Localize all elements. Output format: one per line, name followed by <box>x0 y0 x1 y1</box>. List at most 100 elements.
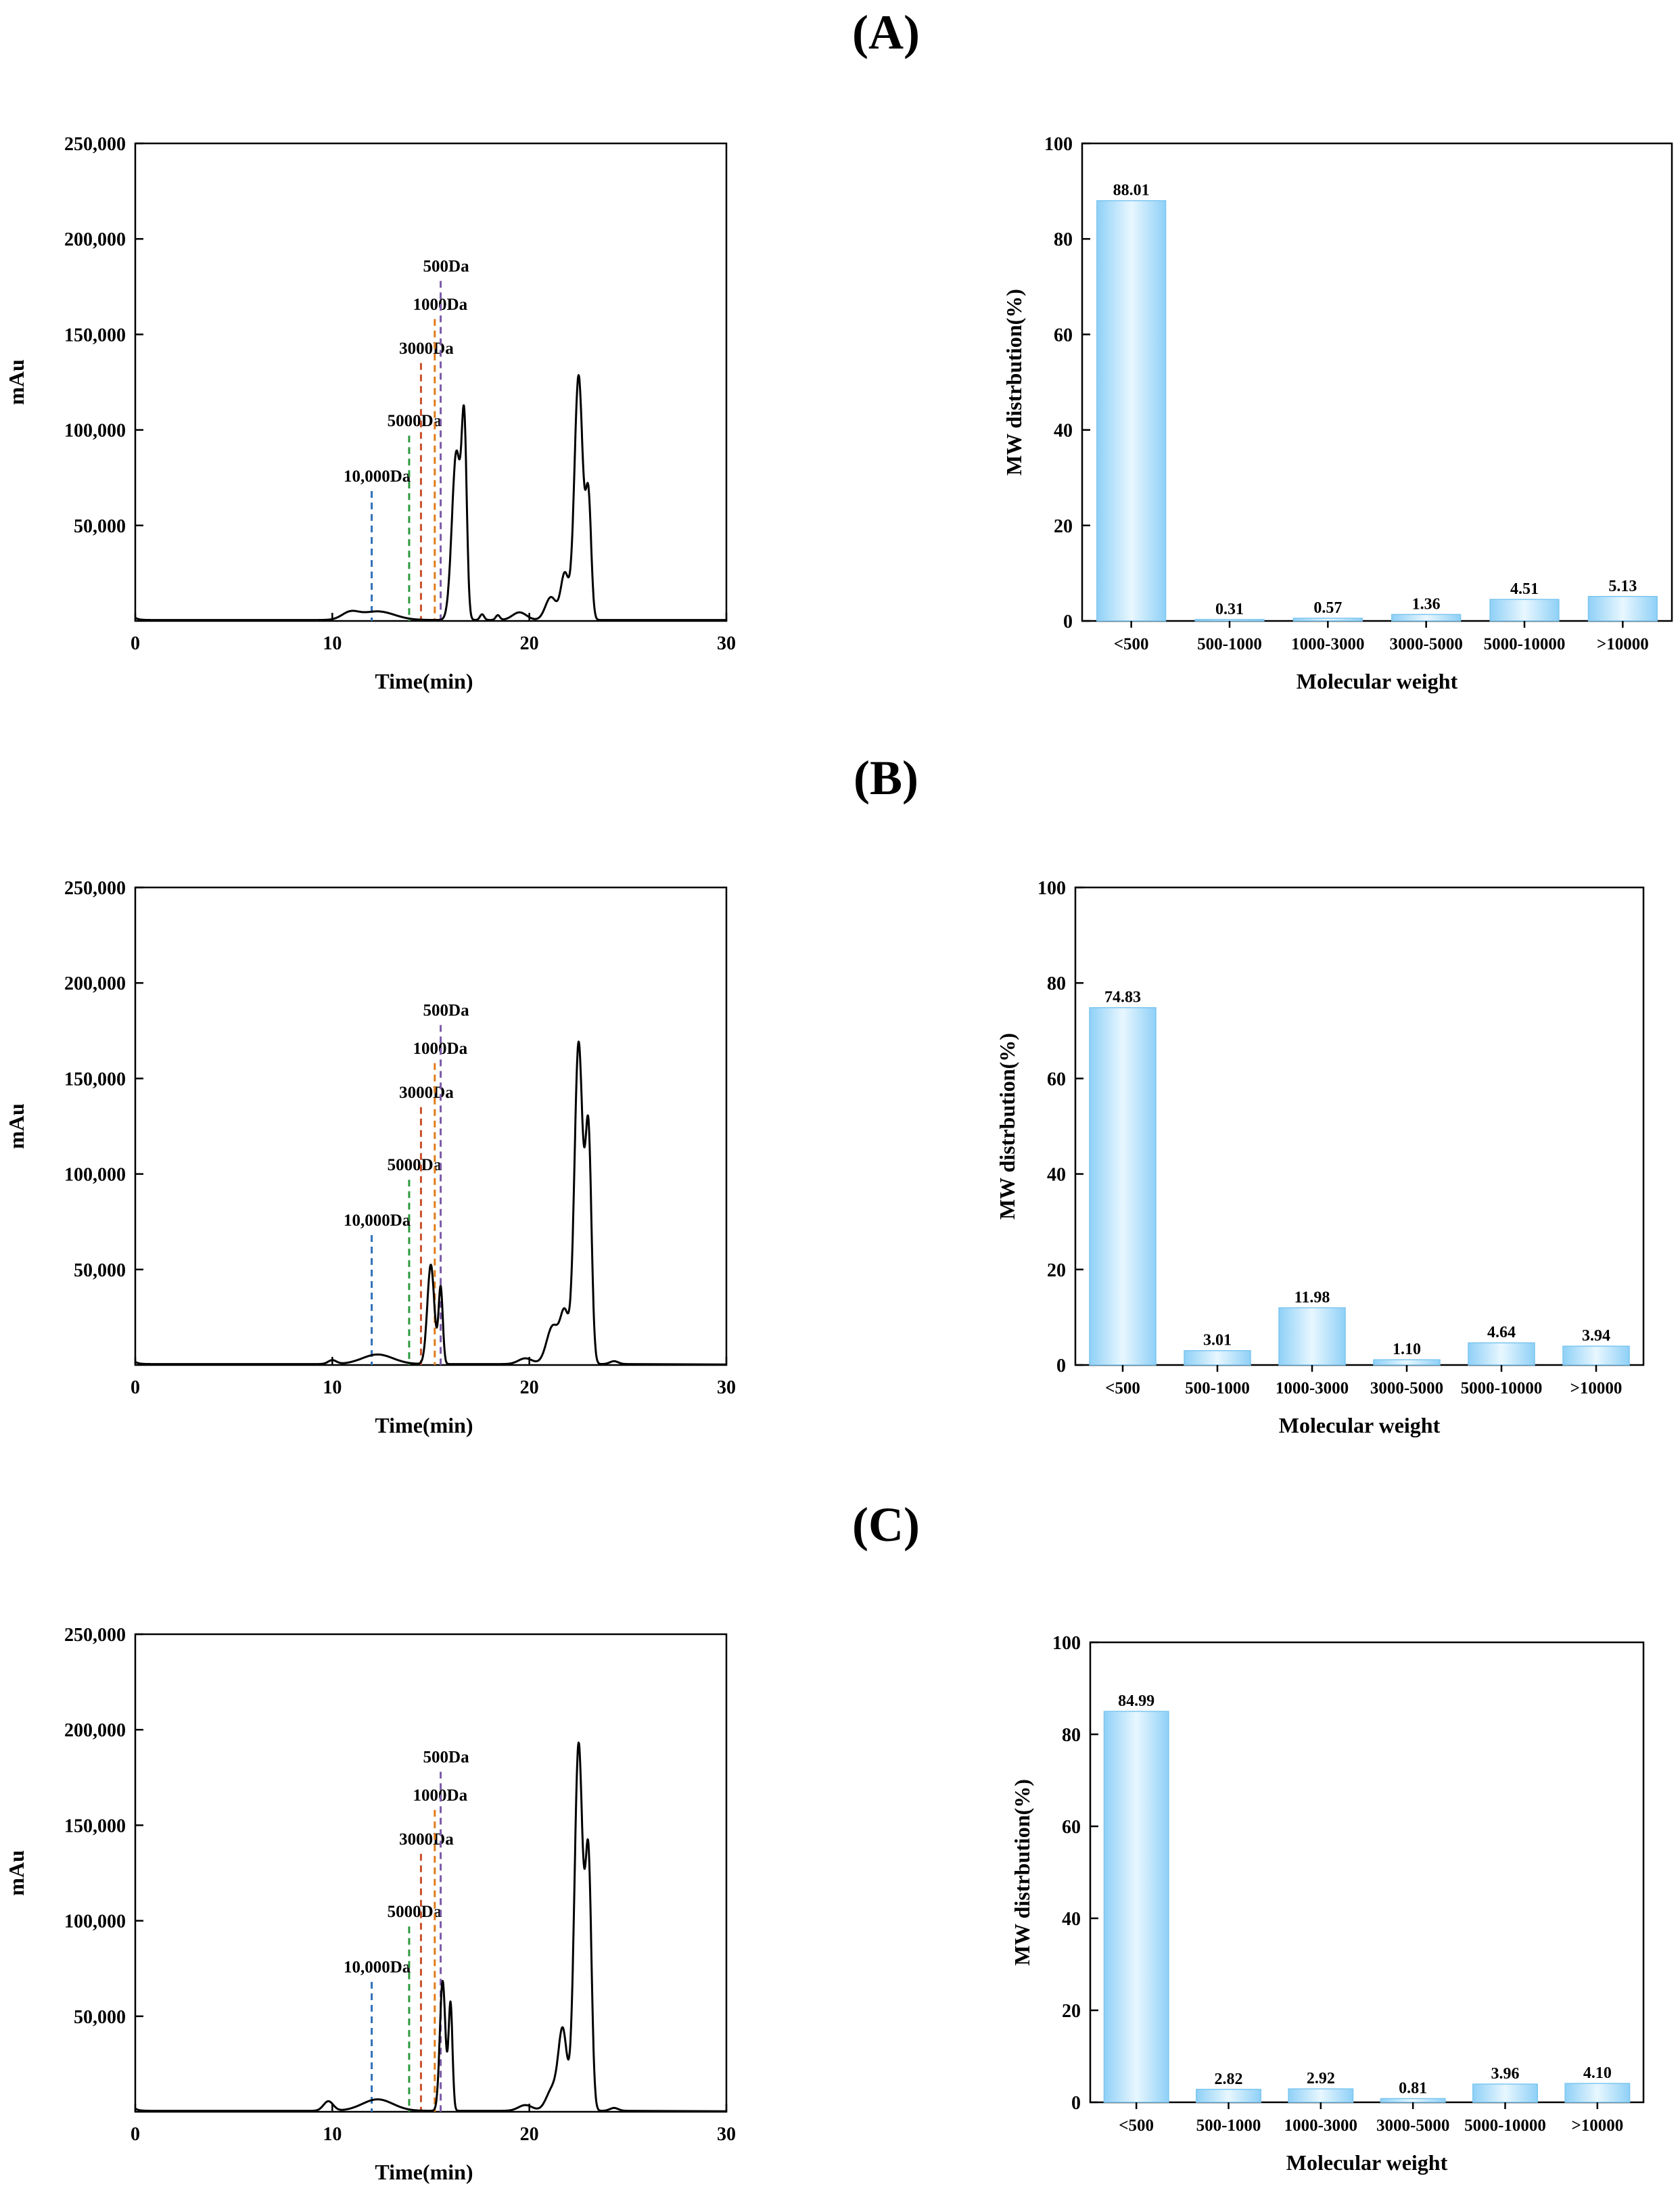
x-tick-label: 20 <box>520 633 539 654</box>
category-label: 3000-5000 <box>1390 635 1463 653</box>
mw-marker-label: 10,000Da <box>344 1958 411 1976</box>
plot-frame <box>134 1633 728 2113</box>
x-tick-label: 30 <box>717 633 736 654</box>
mw-marker-label: 10,000Da <box>344 467 411 486</box>
bar-value-label: 88.01 <box>1113 182 1150 200</box>
x-tick-label: 30 <box>717 1377 736 1398</box>
y-tick-label: 100,000 <box>64 1912 126 1933</box>
category-label: <500 <box>1119 2117 1154 2135</box>
category-label: 5000-10000 <box>1461 1379 1543 1397</box>
x-tick-label: 30 <box>717 2124 736 2145</box>
category-label: >10000 <box>1597 635 1649 653</box>
x-tick-label: 10 <box>323 633 342 654</box>
bar <box>1472 2083 1538 2103</box>
bar <box>1564 2083 1631 2103</box>
mw-marker-label: 500Da <box>423 1001 470 1019</box>
y-tick-label: 60 <box>1047 1069 1066 1090</box>
chromatogram-trace <box>135 1040 727 1366</box>
y-axis-title: MW distrbution(%) <box>1010 1779 1034 1966</box>
bar-value-label: 0.57 <box>1313 599 1342 617</box>
x-axis-title: Molecular weight <box>1286 2150 1448 2175</box>
mw-marker-label: 500Da <box>423 1748 470 1766</box>
mw-marker-label: 5000Da <box>388 1156 442 1174</box>
y-tick-label: 200,000 <box>64 1720 126 1741</box>
bar-value-label: 4.51 <box>1510 580 1539 598</box>
panel-label-b: (B) <box>854 751 918 805</box>
plot-frame <box>134 142 728 622</box>
category-label: 500-1000 <box>1185 1379 1250 1397</box>
category-label: <500 <box>1114 635 1149 653</box>
x-tick-label: 0 <box>131 633 140 654</box>
panel-label-c: (C) <box>852 1498 920 1552</box>
y-tick-label: 20 <box>1054 516 1073 537</box>
bar-value-label: 3.01 <box>1203 1332 1232 1349</box>
bar <box>1089 1007 1157 1366</box>
y-tick-label: 200,000 <box>64 973 126 994</box>
bar-value-label: 4.64 <box>1487 1324 1516 1341</box>
bar-value-label: 3.94 <box>1582 1327 1610 1345</box>
bar-value-label: 3.96 <box>1491 2065 1520 2083</box>
category-label: 500-1000 <box>1196 2117 1261 2135</box>
x-axis-title: Molecular weight <box>1297 669 1458 693</box>
chromatogram-c: 50,000 100,000 150,000 200,000 250,000 0 10 20 3… <box>4 1625 736 2184</box>
y-tick-label: 0 <box>1063 611 1073 632</box>
bar-value-label: 11.98 <box>1294 1289 1330 1306</box>
x-tick-label: 0 <box>131 1377 140 1398</box>
y-axis-title: mAu <box>4 1103 28 1149</box>
y-tick-label: 50,000 <box>74 1260 126 1281</box>
x-tick-label: 20 <box>520 1377 539 1398</box>
bar <box>1096 200 1167 622</box>
plot-frame <box>134 886 728 1366</box>
bar <box>1194 619 1265 622</box>
panel-label-a: (A) <box>852 5 920 60</box>
category-label: 3000-5000 <box>1370 1379 1443 1397</box>
x-axis-title: Time(min) <box>375 669 473 693</box>
y-tick-label: 150,000 <box>64 1816 126 1836</box>
y-tick-label: 80 <box>1047 973 1066 994</box>
y-axis-title: MW distrbution(%) <box>1002 289 1026 476</box>
y-axis-title: MW distrbution(%) <box>995 1033 1019 1220</box>
mw-marker-label: 5000Da <box>388 1903 442 1921</box>
x-tick-label: 10 <box>323 2124 342 2145</box>
y-tick-label: 40 <box>1062 1909 1081 1930</box>
bar <box>1196 2089 1261 2103</box>
bar <box>1468 1342 1535 1366</box>
y-tick-label: 50,000 <box>74 2007 126 2028</box>
bar-value-label: 2.82 <box>1215 2071 1243 2088</box>
bar-value-label: 4.10 <box>1583 2064 1612 2082</box>
y-tick-label: 250,000 <box>64 1625 126 1646</box>
bar-value-label: 1.10 <box>1393 1341 1421 1358</box>
category-label: >10000 <box>1570 1379 1623 1397</box>
y-tick-label: 0 <box>1056 1356 1066 1377</box>
bar-value-label: 2.92 <box>1307 2070 1335 2087</box>
category-label: 5000-10000 <box>1484 635 1566 653</box>
distribution-chart-b: 0 20 40 60 80 100 74.83 <500 3.01 500-1000 11.98 10… <box>995 878 1645 1437</box>
y-tick-label: 40 <box>1047 1165 1066 1186</box>
chromatogram-trace <box>135 374 728 622</box>
plot-frame <box>1089 1641 1645 2104</box>
category-label: >10000 <box>1571 2117 1623 2135</box>
chromatogram-trace <box>135 1741 727 2112</box>
x-axis-title: Molecular weight <box>1279 1413 1441 1437</box>
bar <box>1278 1307 1346 1366</box>
category-label: 1000-3000 <box>1276 1379 1349 1397</box>
bar <box>1489 599 1560 622</box>
y-tick-label: 50,000 <box>74 516 126 537</box>
category-label: 3000-5000 <box>1376 2117 1449 2135</box>
bar <box>1292 618 1363 622</box>
bar-value-label: 0.31 <box>1215 601 1244 618</box>
x-tick-label: 20 <box>520 2124 539 2145</box>
mw-marker-label: 3000Da <box>399 1084 454 1102</box>
y-tick-label: 100 <box>1052 1633 1081 1654</box>
y-tick-label: 200,000 <box>64 229 126 250</box>
chromatogram-a: 50,000 100,000 150,000 200,000 250,000 0 10 20 3… <box>4 134 736 693</box>
category-label: <500 <box>1105 1379 1140 1397</box>
plot-frame <box>1081 142 1673 622</box>
bar-value-label: 74.83 <box>1104 989 1141 1007</box>
mw-marker-label: 5000Da <box>388 412 442 430</box>
distribution-chart-a: 0 20 40 60 80 100 88.01 <500 0.31 500-1000 0.57 100… <box>1002 134 1673 693</box>
mw-marker-label: 3000Da <box>399 1830 454 1849</box>
x-tick-label: 10 <box>323 1377 342 1398</box>
y-tick-label: 60 <box>1062 1817 1081 1838</box>
